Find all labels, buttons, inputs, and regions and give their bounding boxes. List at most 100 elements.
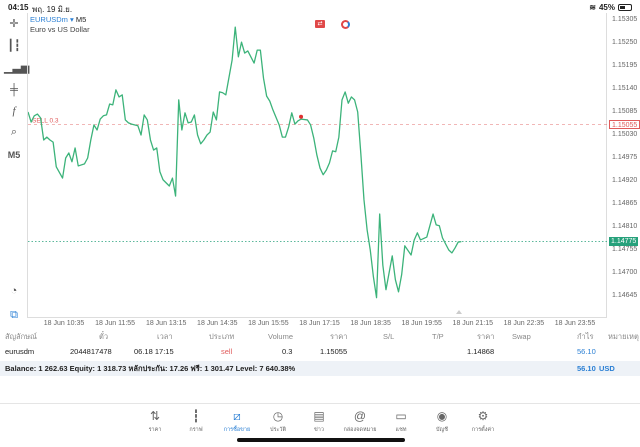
nav-label: แชท xyxy=(395,427,407,433)
price-tick-label: 1.14865 xyxy=(612,200,638,207)
chat-icon: ▭ xyxy=(395,409,407,423)
wifi-icon: ≋ xyxy=(589,3,596,12)
sell-price-tag: 1.15055 xyxy=(609,119,640,129)
price-tick-label: 1.14645 xyxy=(612,292,638,299)
account-summary: Balance: 1 262.63 Equity: 1 318.73 หลักป… xyxy=(5,364,296,373)
price-tick-label: 1.15140 xyxy=(612,85,638,92)
price-tick-label: 1.15195 xyxy=(612,62,638,69)
battery-percent: 45% xyxy=(598,3,615,12)
col-profit: กำไร xyxy=(577,332,594,341)
nav-item[interactable]: ⧄ การซื้อขาย xyxy=(217,409,257,434)
quotes-icon: ⇅ xyxy=(149,409,161,423)
history-icon: ◷ xyxy=(272,409,284,423)
nav-item[interactable]: ⚙ การตั้งค่า xyxy=(463,409,503,434)
scroll-end-icon xyxy=(456,310,462,314)
symbol-name[interactable]: EURUSDm xyxy=(30,15,68,24)
nav-item[interactable]: @ กล่องจดหมาย xyxy=(340,409,380,434)
price-tick-label: 1.14975 xyxy=(612,154,638,161)
status-date: พฤ. 19 มิ.ย. xyxy=(32,5,73,14)
positions-header: สัญลักษณ์ ตั๋ว เวลา ประเภท Volume ราคา S… xyxy=(0,330,640,344)
function-icon[interactable]: f xyxy=(12,105,16,117)
time-tick-label: 18 Jun 15:55 xyxy=(248,320,289,327)
sell-quick-icon[interactable]: ⇄ xyxy=(315,20,325,28)
chart-svg: SELL 0.3 xyxy=(28,26,608,314)
nav-item[interactable]: ◷ ประวัติ xyxy=(258,409,298,434)
col-type: ประเภท xyxy=(209,332,235,341)
time-tick-label: 18 Jun 17:15 xyxy=(299,320,340,327)
status-time: 04:15 xyxy=(8,3,29,12)
position-profit: 56.10 xyxy=(577,347,596,356)
symbol-dropdown-arrow[interactable]: ▾ xyxy=(70,15,74,24)
time-tick-label: 18 Jun 22:35 xyxy=(503,320,545,327)
account-icon: ◉ xyxy=(436,409,448,423)
nav-label: ประวัติ xyxy=(269,427,287,433)
time-tick-label: 18 Jun 18:35 xyxy=(350,320,391,327)
col-time: เวลา xyxy=(157,332,173,341)
timeframe-button[interactable]: M5 xyxy=(7,150,21,160)
price-chart[interactable]: SELL 0.3 xyxy=(27,13,608,318)
nav-label: บัญชี xyxy=(436,427,448,433)
nav-item[interactable]: ▤ ข่าว xyxy=(299,409,339,434)
position-ticket: 2044817478 xyxy=(70,347,112,356)
current-price-tag: 1.14775 xyxy=(609,236,639,246)
nav-item[interactable]: ▭ แชท xyxy=(381,409,421,434)
position-row[interactable]: eurusdm 2044817478 06.18 17:15 sell 0.3 … xyxy=(0,345,640,359)
symbol-description: Euro vs US Dollar xyxy=(30,25,90,34)
settings-icon: ⚙ xyxy=(477,409,489,423)
nav-label: ข่าว xyxy=(314,427,324,433)
nav-item[interactable]: ⇅ ราคา xyxy=(135,409,175,434)
position-time: 06.18 17:15 xyxy=(134,347,174,356)
status-right: ≋ 45% xyxy=(589,3,632,12)
candlestick-icon[interactable]: ┃┇ xyxy=(7,40,21,52)
objects-icon[interactable]: ⌕ xyxy=(10,126,18,138)
price-tick-label: 1.15250 xyxy=(612,39,638,46)
time-tick-label: 18 Jun 21:15 xyxy=(452,320,494,327)
mail-icon: @ xyxy=(353,409,367,423)
trade-entry-marker xyxy=(299,114,304,119)
total-profit: 56.10 xyxy=(577,364,596,373)
time-tick-label: 18 Jun 10:35 xyxy=(43,320,85,327)
time-tick-label: 18 Jun 19:55 xyxy=(401,320,442,327)
price-tick-label: 1.15305 xyxy=(612,16,638,23)
status-bar: 04:15 พฤ. 19 มิ.ย. ≋ 45% xyxy=(0,0,640,14)
col-symbol: สัญลักษณ์ xyxy=(5,332,38,341)
price-tick-label: 1.14920 xyxy=(612,177,638,184)
col-tp: T/P xyxy=(432,332,444,341)
buy-sell-toggle-icon[interactable] xyxy=(341,20,350,29)
col-open-price: ราคา xyxy=(330,332,348,341)
time-tick-label: 18 Jun 14:35 xyxy=(197,320,238,327)
price-tick-label: 1.14700 xyxy=(612,269,638,276)
col-sl: S/L xyxy=(383,332,395,341)
chart-symbol-header[interactable]: EURUSDm ▾ M5 Euro vs US Dollar xyxy=(30,15,90,35)
price-tick-label: 1.14755 xyxy=(612,246,638,253)
battery-icon xyxy=(618,4,632,11)
col-comment: หมายเหตุ xyxy=(608,332,639,341)
sell-line-label: SELL 0.3 xyxy=(32,118,59,125)
price-tick-label: 1.15085 xyxy=(612,108,638,115)
price-tick-label: 1.15030 xyxy=(612,131,638,138)
col-price: ราคา xyxy=(477,332,495,341)
position-type: sell xyxy=(221,347,233,356)
crosshair-icon[interactable]: ✛ xyxy=(9,18,19,30)
nav-item[interactable]: ┇ กราฟ xyxy=(176,409,216,434)
clock-icon[interactable]: ◔ xyxy=(10,285,18,297)
home-indicator xyxy=(237,438,405,442)
position-volume: 0.3 xyxy=(282,347,293,356)
nav-label: ราคา xyxy=(148,427,162,433)
time-tick-label: 18 Jun 23:55 xyxy=(554,320,596,327)
col-ticket: ตั๋ว xyxy=(99,332,109,341)
bottom-nav: ⇅ ราคา ┇ กราฟ ⧄ การซื้อขาย ◷ ประวัติ ▤ ข่าว @ กล่อง… xyxy=(0,403,640,433)
one-click-trading-icon[interactable]: ⧉ xyxy=(10,309,18,321)
time-tick-label: 18 Jun 13:15 xyxy=(145,320,187,327)
col-swap: Swap xyxy=(512,332,531,341)
news-icon: ▤ xyxy=(313,409,325,423)
indicators-icon[interactable]: ╪ xyxy=(10,84,18,96)
nav-item[interactable]: ◉ บัญชี xyxy=(422,409,462,434)
col-volume: Volume xyxy=(268,332,294,341)
bar-chart-icon[interactable]: ▁▃▅ xyxy=(4,62,30,74)
timeframe-label: M5 xyxy=(75,15,87,24)
currency: USD xyxy=(599,364,615,373)
nav-label: กราฟ xyxy=(189,427,203,433)
chart-toolbar: ✛ ┃┇ ▁▃▅ ╪ f ⌕ M5 ◔ ⧉ xyxy=(0,13,30,321)
position-price: 1.14868 xyxy=(467,347,495,356)
